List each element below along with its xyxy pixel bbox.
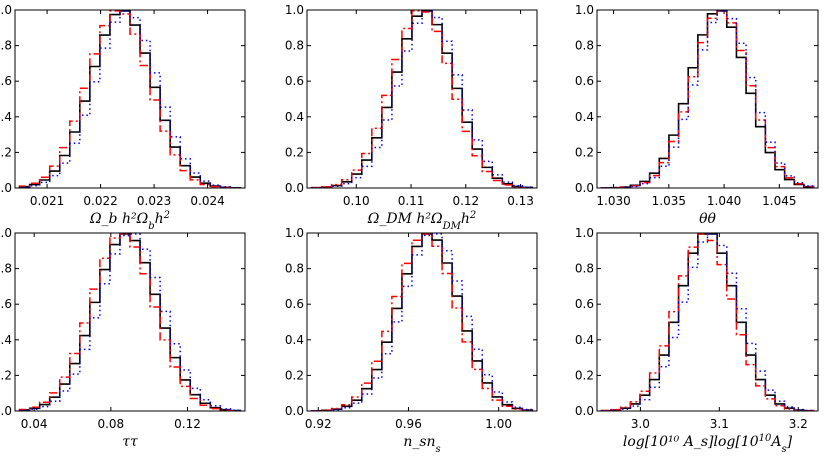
axes-frame xyxy=(596,9,819,189)
histogram-series-red-dashed xyxy=(600,10,815,188)
x-axis-label: log[10¹⁰ A_s]log[1010As] xyxy=(623,433,793,455)
y-tick-label: 1.0 xyxy=(285,3,304,17)
y-tick-label: 0.4 xyxy=(285,333,304,347)
x-tick-label: 0.04 xyxy=(21,417,48,431)
panel-1: 0.0 0.2 0.4 0.6 0.8 1.0 0.021 0.022 0.023 0.024 Ω_… xyxy=(0,3,246,232)
x-tick-label: 0.024 xyxy=(190,194,224,208)
x-tick-label: 0.08 xyxy=(97,417,124,431)
panel-3: 0.0 0.2 0.4 0.6 0.8 1.0 1.030 1.035 1.040 1.045 θθ xyxy=(575,3,819,227)
y-tick-label: 1.0 xyxy=(575,226,594,240)
histogram-series-black-solid xyxy=(310,233,534,411)
y-tick-label: 1.0 xyxy=(0,226,12,240)
x-tick-label: 3.0 xyxy=(631,417,650,431)
y-tick-label: 0.4 xyxy=(575,333,594,347)
y-tick-label: 0.4 xyxy=(575,110,594,124)
y-tick-label: 0.8 xyxy=(0,39,12,53)
plot-area xyxy=(18,10,242,188)
y-tick-label: 1.0 xyxy=(0,3,12,17)
x-tick-label: 3.2 xyxy=(789,417,808,431)
x-tick-label: 0.11 xyxy=(398,194,425,208)
y-tick-label: 0.2 xyxy=(0,368,12,382)
axes-frame xyxy=(596,232,819,412)
plot-area xyxy=(600,233,815,411)
plot-area xyxy=(310,10,534,188)
x-axis-label: n_sns xyxy=(403,434,440,455)
y-tick-label: 0.2 xyxy=(285,368,304,382)
x-tick-label: 0.023 xyxy=(137,194,171,208)
y-tick-label: 0.8 xyxy=(575,262,594,276)
y-tick-label: 1.0 xyxy=(285,226,304,240)
y-tick-label: 0.0 xyxy=(0,181,12,195)
panel-4: 0.0 0.2 0.4 0.6 0.8 1.0 0.04 0.08 0.12 ττ xyxy=(0,226,246,450)
plot-area xyxy=(310,233,534,411)
y-tick-label: 0.4 xyxy=(285,110,304,124)
y-tick-label: 0.2 xyxy=(575,145,594,159)
y-tick-label: 0.2 xyxy=(0,145,12,159)
x-tick-label: 0.12 xyxy=(452,194,479,208)
x-axis-label: ττ xyxy=(122,434,138,450)
histogram-series-red-dashed xyxy=(310,233,534,411)
x-tick-label: 0.022 xyxy=(83,194,117,208)
y-tick-label: 0.6 xyxy=(575,74,594,88)
y-tick-label: 0.6 xyxy=(0,74,12,88)
y-tick-label: 0.6 xyxy=(285,74,304,88)
histogram-series-black-solid xyxy=(18,10,242,188)
histogram-series-black-solid xyxy=(310,10,534,188)
histogram-series-black-solid xyxy=(18,233,242,411)
histogram-series-blue-dotted xyxy=(310,10,534,188)
x-tick-label: 0.13 xyxy=(507,194,534,208)
x-tick-label: 1.045 xyxy=(762,194,796,208)
x-tick-label: 3.1 xyxy=(710,417,729,431)
axes-frame xyxy=(306,9,538,189)
x-axis-label: θθ xyxy=(699,211,716,227)
histogram-series-blue-dotted xyxy=(18,233,242,411)
y-tick-label: 0.6 xyxy=(575,297,594,311)
plot-area xyxy=(600,10,815,188)
y-tick-label: 0.0 xyxy=(0,404,12,418)
histogram-series-red-dashed xyxy=(18,10,242,188)
y-tick-label: 0.0 xyxy=(285,404,304,418)
x-tick-label: 0.12 xyxy=(174,417,201,431)
y-tick-label: 0.0 xyxy=(285,181,304,195)
histogram-series-blue-dotted xyxy=(310,233,534,411)
x-tick-label: 0.021 xyxy=(30,194,64,208)
panel-6: 0.0 0.2 0.4 0.6 0.8 1.0 3.0 3.1 3.2 log[10¹⁰ A_s]… xyxy=(575,226,819,455)
y-tick-label: 0.4 xyxy=(0,110,12,124)
axes-frame xyxy=(14,232,246,412)
histogram-series-red-dashed xyxy=(600,233,815,411)
plot-area xyxy=(18,233,242,411)
x-tick-label: 1.030 xyxy=(596,194,630,208)
y-tick-label: 0.4 xyxy=(0,333,12,347)
histogram-series-blue-dotted xyxy=(600,233,815,411)
y-tick-label: 0.6 xyxy=(0,297,12,311)
x-tick-label: 0.10 xyxy=(343,194,370,208)
y-tick-label: 1.0 xyxy=(575,3,594,17)
y-tick-label: 0.8 xyxy=(285,39,304,53)
panel-5: 0.0 0.2 0.4 0.6 0.8 1.0 0.92 0.96 1.00 n_sns xyxy=(285,226,538,455)
y-tick-label: 0.8 xyxy=(285,262,304,276)
x-tick-label: 1.040 xyxy=(707,194,741,208)
x-tick-label: 1.00 xyxy=(485,417,512,431)
y-tick-label: 0.8 xyxy=(0,262,12,276)
y-tick-label: 0.2 xyxy=(575,368,594,382)
x-tick-label: 0.96 xyxy=(395,417,422,431)
histogram-series-blue-dotted xyxy=(600,10,815,188)
x-axis-label: Ω_DM h²ΩDMh2 xyxy=(367,210,477,232)
y-tick-label: 0.0 xyxy=(575,181,594,195)
x-tick-label: 1.035 xyxy=(652,194,686,208)
histogram-series-blue-dotted xyxy=(18,10,242,188)
y-tick-label: 0.0 xyxy=(575,404,594,418)
axes-frame xyxy=(14,9,246,189)
histogram-series-black-solid xyxy=(600,233,815,411)
x-axis-label: Ω_b h²Ωbh2 xyxy=(89,210,170,232)
histogram-series-red-dashed xyxy=(310,10,534,188)
x-tick-label: 0.92 xyxy=(305,417,332,431)
y-tick-label: 0.8 xyxy=(575,39,594,53)
histogram-series-red-dashed xyxy=(18,233,242,411)
axes-frame xyxy=(306,232,538,412)
panel-2: 0.0 0.2 0.4 0.6 0.8 1.0 0.10 0.11 0.12 0.13 Ω_DM h… xyxy=(285,3,538,232)
y-tick-label: 0.6 xyxy=(285,297,304,311)
y-tick-label: 0.2 xyxy=(285,145,304,159)
